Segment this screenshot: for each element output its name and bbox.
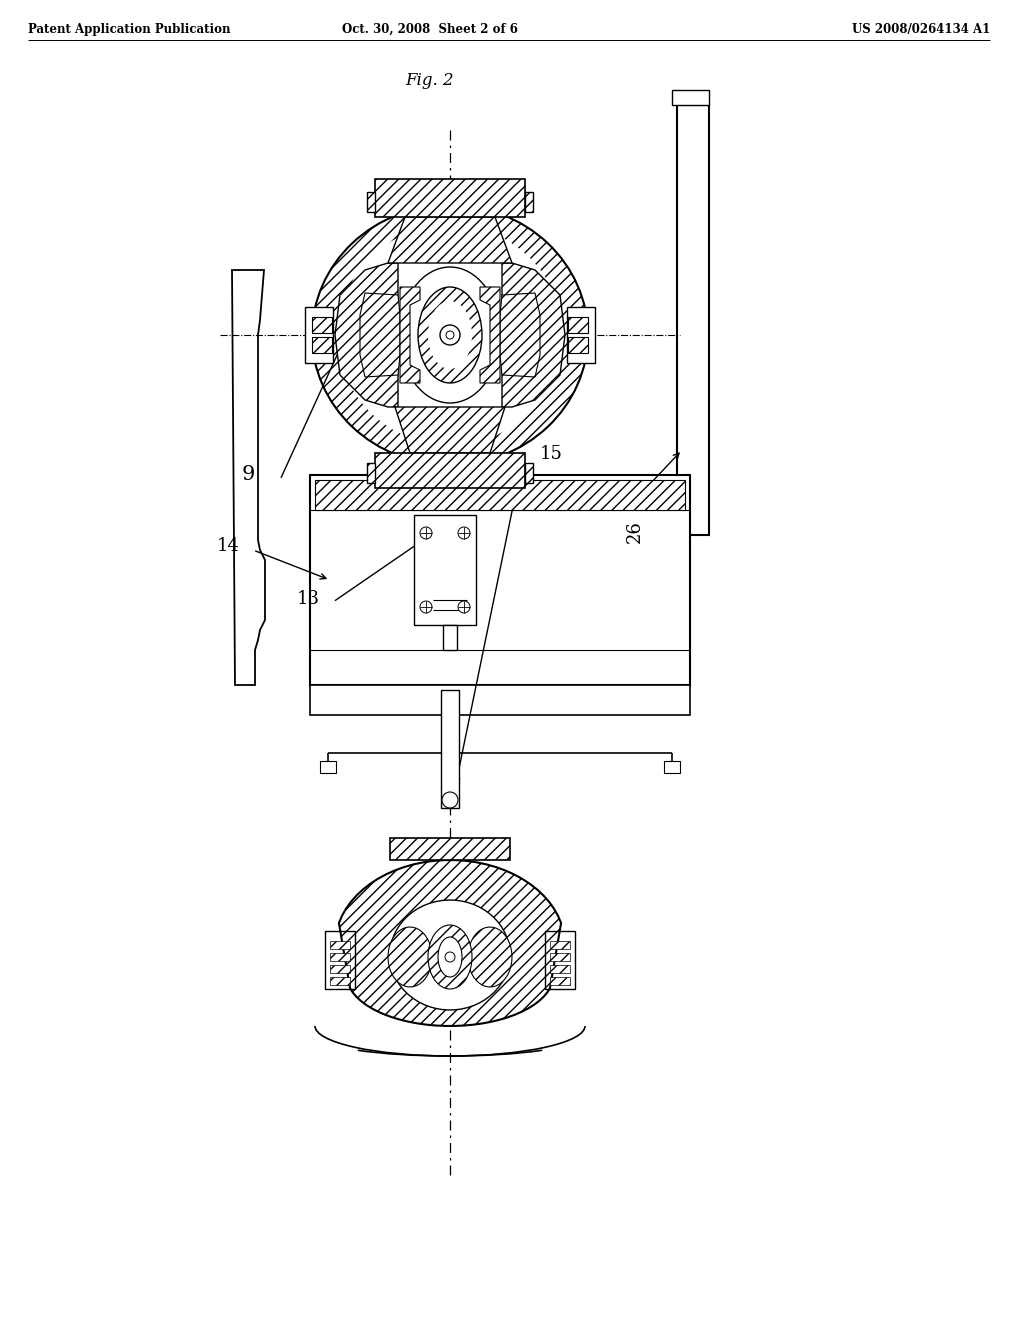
Bar [330, 977, 350, 985]
Bar [664, 762, 680, 774]
Circle shape [420, 601, 432, 612]
Bar [390, 838, 510, 861]
Circle shape [446, 331, 454, 339]
Polygon shape [390, 900, 510, 1010]
Bar [677, 106, 709, 535]
Ellipse shape [428, 925, 472, 989]
Bar [375, 453, 525, 488]
Circle shape [442, 792, 458, 808]
Bar [375, 180, 525, 216]
Bar [312, 337, 332, 352]
Bar [568, 317, 588, 333]
Text: Patent Application Publication: Patent Application Publication [28, 22, 230, 36]
Polygon shape [388, 216, 512, 263]
Bar [310, 685, 690, 715]
Text: 9: 9 [242, 465, 255, 484]
Ellipse shape [400, 267, 500, 403]
Bar [567, 308, 595, 363]
Bar [330, 941, 350, 949]
Text: US 2008/0264134 A1: US 2008/0264134 A1 [852, 22, 990, 36]
Text: 14: 14 [216, 537, 240, 554]
Bar [550, 965, 570, 973]
Bar [315, 480, 685, 510]
Polygon shape [500, 293, 540, 378]
Text: Oct. 30, 2008  Sheet 2 of 6: Oct. 30, 2008 Sheet 2 of 6 [342, 22, 518, 36]
Bar [330, 953, 350, 961]
Text: 26: 26 [626, 520, 644, 543]
Text: 13: 13 [297, 590, 319, 609]
Circle shape [458, 601, 470, 612]
Circle shape [420, 527, 432, 539]
Polygon shape [388, 927, 432, 987]
Bar [367, 191, 375, 213]
Bar [550, 941, 570, 949]
Text: 15: 15 [540, 445, 563, 463]
Bar [525, 191, 534, 213]
Polygon shape [400, 286, 420, 383]
Bar [330, 965, 350, 973]
Polygon shape [360, 293, 400, 378]
Bar [545, 931, 575, 989]
Polygon shape [395, 407, 505, 453]
Bar [406, 470, 494, 488]
Text: Fig. 2: Fig. 2 [406, 73, 455, 88]
Circle shape [440, 325, 460, 345]
Polygon shape [468, 927, 512, 987]
Bar [367, 463, 375, 483]
Bar [441, 690, 459, 808]
Bar [305, 308, 333, 363]
Bar [672, 90, 709, 106]
Bar [312, 317, 332, 333]
Ellipse shape [312, 205, 588, 465]
Bar [525, 463, 534, 483]
Polygon shape [480, 286, 500, 383]
Bar [568, 337, 588, 352]
Bar [310, 475, 690, 685]
Circle shape [445, 952, 455, 962]
Polygon shape [335, 263, 398, 407]
Bar [443, 624, 457, 649]
Ellipse shape [428, 301, 472, 370]
Bar [550, 953, 570, 961]
Bar [414, 515, 476, 624]
Ellipse shape [438, 937, 462, 977]
Ellipse shape [338, 224, 562, 445]
Bar [325, 931, 355, 989]
Circle shape [458, 527, 470, 539]
Ellipse shape [418, 286, 482, 383]
Bar [550, 977, 570, 985]
Polygon shape [502, 263, 565, 407]
Bar [319, 762, 336, 774]
Polygon shape [232, 271, 265, 685]
Polygon shape [339, 861, 561, 1026]
